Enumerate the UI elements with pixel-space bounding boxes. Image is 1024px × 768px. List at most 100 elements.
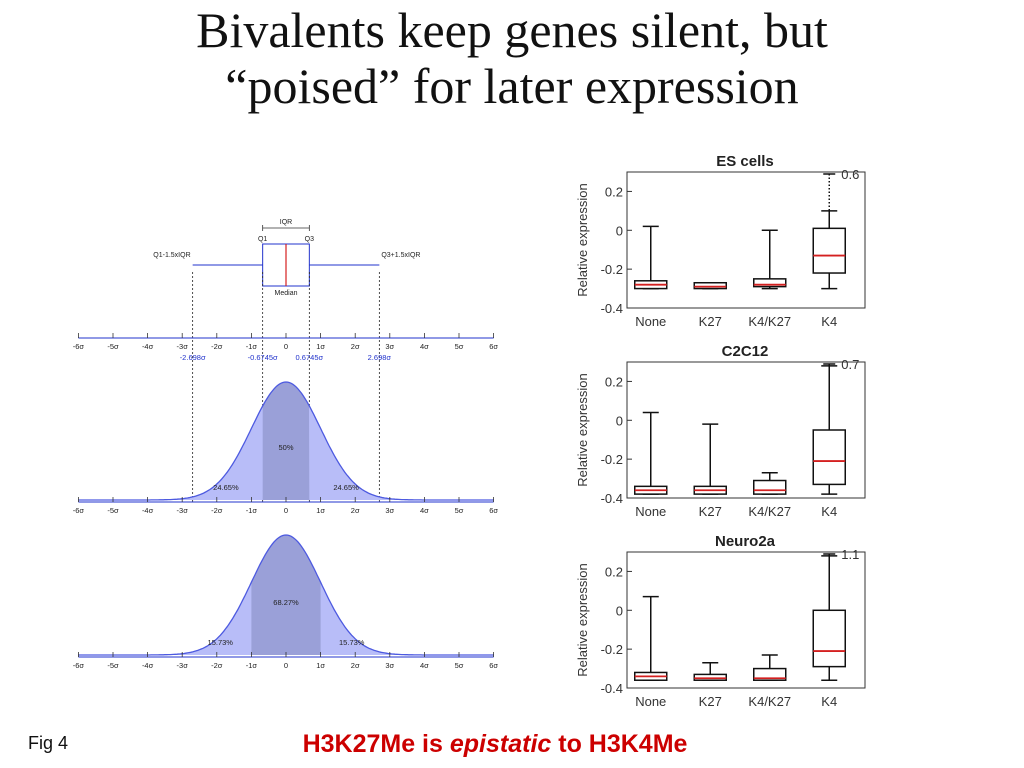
axis-mid-tick-label: 3σ: [385, 506, 394, 515]
slide-caption: H3K27Me is epistatic to H3K4Me: [160, 730, 830, 759]
x-tick-label: K27: [699, 314, 722, 329]
marker-value-label: 2.698σ: [368, 353, 392, 362]
normal-curve-iqr-panel: 50% 24.65% 24.65% -6σ -5σ -4σ -3σ -2σ -1σ 0 1σ 2σ 3σ…: [73, 381, 498, 515]
figure-label: Fig 4: [28, 733, 69, 753]
axis-top-tick-label: 3σ: [385, 342, 394, 351]
boxplot-panel: ES cells Relative expression 0.2 0 -0.2 -0.4 N…: [575, 153, 866, 329]
x-tick-label: K4/K27: [748, 314, 791, 329]
axis-top-tick-label: -2σ: [211, 342, 223, 351]
left-percent-label: 15.73%: [208, 638, 234, 647]
y-tick-label: -0.2: [601, 452, 623, 467]
panel-title: ES cells: [716, 153, 774, 170]
x-tick-label: K4: [821, 314, 837, 329]
y-tick-label: 0.2: [605, 564, 623, 579]
curve-fill-center: [251, 535, 321, 655]
axis-top-tick-label: -5σ: [107, 342, 119, 351]
left-percent-label: 24.65%: [213, 483, 239, 492]
axis-top-tick-label: -1σ: [246, 342, 258, 351]
center-percent-label: 68.27%: [273, 598, 299, 607]
axis-bottom-tick-label: 2σ: [351, 661, 360, 670]
y-tick-label: 0.2: [605, 184, 623, 199]
curve-fill-center: [262, 382, 310, 500]
q3-label: Q3: [305, 236, 314, 243]
sigma-axis-top: -6σ -5σ -4σ -3σ -2σ -1σ 0 1σ 2σ 3σ 4σ 5σ 6σ -2.698σ -0…: [73, 333, 498, 362]
axis-bottom-tick-label: 6σ: [489, 661, 498, 670]
axis-bottom-tick-label: -6σ: [73, 661, 85, 670]
x-tick-label: K27: [699, 504, 722, 519]
marker-value-label: 0.6745σ: [296, 353, 324, 362]
upper-whisker-label: Q3+1.5xIQR: [381, 252, 420, 259]
x-tick-label: K4/K27: [748, 504, 791, 519]
iqr-box: [753, 278, 787, 288]
caption-italic: epistatic: [449, 730, 552, 758]
y-tick-label: -0.4: [601, 491, 623, 506]
y-tick-label: -0.2: [601, 262, 623, 277]
axis-mid-tick-label: 0: [284, 506, 288, 515]
axis-mid-tick-label: -4σ: [142, 506, 154, 515]
axis-top-tick-label: 6σ: [489, 342, 498, 351]
iqr-box: [812, 227, 846, 274]
axis-mid-tick-label: -6σ: [73, 506, 85, 515]
y-tick-label: 0: [616, 603, 623, 618]
axis-top-tick-label: 1σ: [316, 342, 325, 351]
iqr-box: [753, 479, 787, 495]
axis-mid-tick-label: 2σ: [351, 506, 360, 515]
right-percent-label: 15.73%: [339, 638, 365, 647]
iqr-box: [812, 609, 846, 668]
y-tick-label: 0: [616, 223, 623, 238]
axis-mid-tick-label: 6σ: [489, 506, 498, 515]
x-tick-label: K4/K27: [748, 694, 791, 708]
axis-top-tick-label: 0: [284, 342, 288, 351]
y-tick-label: 0.2: [605, 374, 623, 389]
axis-bottom-tick-label: 5σ: [455, 661, 464, 670]
x-tick-label: None: [635, 504, 666, 519]
marker-value-label: -2.698σ: [180, 353, 206, 362]
axis-top-tick-label: 4σ: [420, 342, 429, 351]
axis-bottom-tick-label: -4σ: [142, 661, 154, 670]
marker-value-label: -0.6745σ: [248, 353, 278, 362]
iqr-box: [812, 429, 846, 486]
iqr-label: IQR: [280, 219, 292, 226]
lower-whisker-label: Q1-1.5xIQR: [153, 252, 190, 259]
axis-mid-tick-label: 1σ: [316, 506, 325, 515]
y-tick-label: -0.4: [601, 301, 623, 316]
caption-part-2: to H3K4Me: [551, 730, 688, 758]
caption-part-1: H3K27Me is: [302, 730, 450, 758]
normal-curve-sigma-panel: 68.27% 15.73% 15.73% -6σ -5σ -4σ -3σ -2σ -1σ 0 1σ 2…: [73, 534, 498, 670]
max-value-annotation: 1.1: [841, 547, 859, 562]
y-tick-label: -0.2: [601, 642, 623, 657]
axis-bottom-tick-label: 3σ: [385, 661, 394, 670]
slide-title: Bivalents keep genes silent, but “poised…: [0, 2, 1024, 114]
x-tick-label: K4: [821, 694, 837, 708]
iqr-box: [693, 673, 727, 681]
schematic-boxplot: IQR Q1 Q3 Median Q1-1.5xIQR Q3+1.5xIQR: [153, 219, 420, 502]
axis-bottom-tick-label: -5σ: [107, 661, 119, 670]
boxplot-panel: C2C12 Relative expression 0.2 0 -0.2 -0.4 None…: [575, 343, 866, 519]
y-tick-label: -0.4: [601, 681, 623, 696]
axis-bottom-tick-label: 1σ: [316, 661, 325, 670]
expression-boxplots: ES cells Relative expression 0.2 0 -0.2 -0.4 N…: [575, 153, 866, 708]
max-value-annotation: 0.6: [841, 167, 859, 182]
axis-mid-tick-label: -3σ: [177, 506, 189, 515]
median-label: Median: [275, 290, 298, 297]
y-tick-label: 0: [616, 413, 623, 428]
axis-mid-tick-label: -1σ: [246, 506, 258, 515]
axis-mid-tick-label: -5σ: [107, 506, 119, 515]
max-value-annotation: 0.7: [841, 357, 859, 372]
panel-title: C2C12: [722, 343, 769, 360]
axis-top-tick-label: -4σ: [142, 342, 154, 351]
axis-mid-tick-label: -2σ: [211, 506, 223, 515]
title-line-2: “poised” for later expression: [225, 58, 799, 114]
axis-mid-tick-label: 4σ: [420, 506, 429, 515]
axis-top-tick-label: -3σ: [177, 342, 189, 351]
axis-bottom-tick-label: 0: [284, 661, 288, 670]
title-line-1: Bivalents keep genes silent, but: [196, 2, 828, 58]
axis-bottom-tick-label: -3σ: [177, 661, 189, 670]
q1-label: Q1: [258, 236, 267, 243]
axis-top-tick-label: 2σ: [351, 342, 360, 351]
axis-bottom-tick-label: 4σ: [420, 661, 429, 670]
y-axis-label: Relative expression: [575, 373, 590, 486]
axis-top-tick-label: -6σ: [73, 342, 85, 351]
axis-top-tick-label: 5σ: [455, 342, 464, 351]
axis-bottom-tick-label: -2σ: [211, 661, 223, 670]
